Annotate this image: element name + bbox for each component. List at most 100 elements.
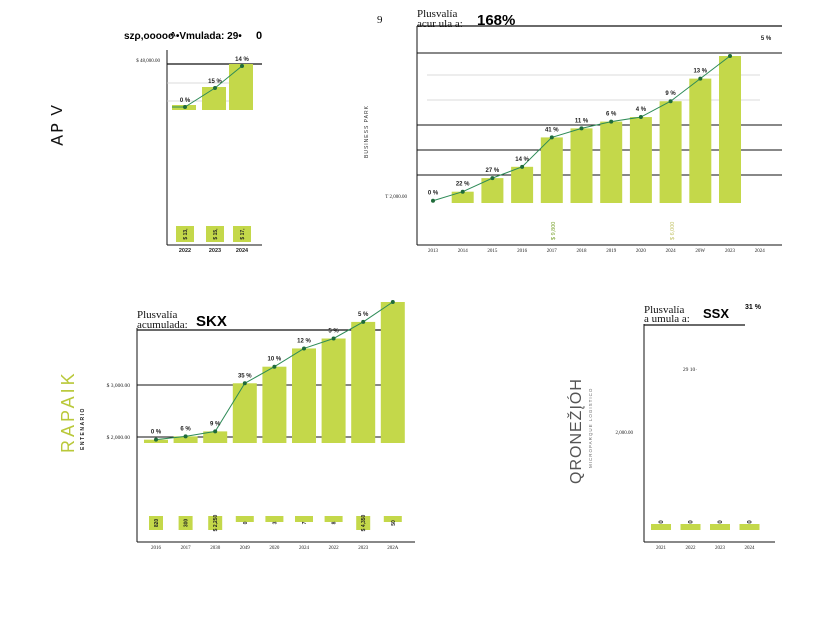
- c3-value-box: [149, 516, 163, 530]
- c2-side-label: $ 6,000: [670, 222, 676, 240]
- c3-dot: [213, 429, 218, 434]
- c4-y-label: 2,000.00: [616, 431, 634, 436]
- c2-pct-label: 0 %: [428, 191, 439, 197]
- c3-x-tick: 2024: [299, 546, 310, 551]
- c1-y-label: $ 48,000.00: [136, 59, 160, 64]
- c3-bar: [292, 348, 316, 443]
- c1-x-tick: 2024: [236, 248, 249, 254]
- c2-pct-label: 27 %: [486, 168, 500, 174]
- c4-bar: [680, 524, 701, 530]
- c1-line: [172, 65, 243, 108]
- c3-x-tick: 2023: [358, 546, 369, 551]
- c2-bar: [481, 178, 504, 203]
- c1-dot: [213, 86, 217, 90]
- c4-x-tick: 2021: [656, 546, 667, 551]
- c2-dot: [460, 189, 465, 194]
- c2-dot: [579, 126, 584, 131]
- c3-value-label: $ 4,350: [361, 514, 367, 531]
- c2-pct-label: 11 %: [575, 118, 589, 124]
- c2-pct-label: 13 %: [693, 69, 707, 75]
- c3-x-tick: 2017: [181, 546, 192, 551]
- c4-value-label: 0: [748, 520, 754, 524]
- c4-bar: [710, 524, 730, 530]
- c3-pct-label: 5 %: [328, 328, 339, 334]
- c3-dot: [361, 319, 366, 324]
- c2-x-tick: 2016: [517, 249, 528, 254]
- c3-dot: [183, 434, 188, 439]
- c3-value-label: 8: [332, 521, 338, 524]
- c3-bar: [351, 321, 376, 443]
- c3-bar: [262, 366, 287, 443]
- c3-dot: [390, 300, 395, 304]
- c2-header-num: 9: [377, 14, 383, 26]
- c3-value-label: 0: [243, 521, 249, 524]
- c2-x-tick: 2018: [577, 249, 588, 254]
- c2-bar: [659, 101, 682, 203]
- c4-header-line1: Plusvalía: [644, 304, 685, 316]
- c2-x-tick: 2024: [755, 249, 766, 254]
- c4-mid-label: 29 10·: [683, 367, 697, 373]
- c2-x-tick: 2019: [606, 249, 617, 254]
- c3-pct-label: 5 %: [358, 312, 369, 318]
- c3-value-label: 7: [302, 521, 308, 524]
- c3-value-label: 820: [154, 519, 160, 528]
- c2-bar: [629, 117, 652, 203]
- c3-pct-label: 6 %: [180, 426, 191, 432]
- c3-x-tick: 2030: [210, 546, 221, 551]
- c2-bar: [511, 166, 534, 203]
- c2-x-tick: 2020: [636, 249, 647, 254]
- c1-header-mid: ^•Vmulada: 29•: [170, 31, 242, 42]
- c3-pct-label: 12 %: [297, 338, 311, 344]
- c2-dot: [698, 76, 703, 81]
- c1-value-label: $ 13,: [183, 228, 189, 240]
- c4-x-tick: 2022: [686, 546, 697, 551]
- c1-value-label: $ 15,: [213, 228, 219, 240]
- c3-x-tick: 2016: [151, 546, 162, 551]
- c3-bar: [203, 431, 228, 443]
- c2-dot: [638, 115, 643, 120]
- c3-value-label: 300: [184, 519, 190, 528]
- c1-value-box: [176, 226, 194, 242]
- c4-header-line2: a umula a:: [644, 313, 690, 325]
- c2-dot: [728, 54, 732, 58]
- c3-value-box: [178, 516, 193, 530]
- c3-value-box: [324, 516, 343, 522]
- c3-pct-label: 35 %: [238, 373, 252, 379]
- c1-x-tick: 2023: [209, 248, 221, 254]
- c3-bar: [232, 383, 257, 443]
- c2-x-tick: 20W: [695, 249, 705, 254]
- c3-x-tick: 202A: [387, 546, 399, 551]
- c3-bar: [173, 436, 198, 443]
- c2-pct-label: 14 %: [515, 157, 529, 163]
- c2-x-tick: 2024: [666, 249, 677, 254]
- c1-header-top: szρ,ooooo: [124, 31, 175, 42]
- c3-dot: [331, 336, 336, 341]
- c3-value-box: [265, 516, 284, 522]
- c3-value-box: [356, 516, 371, 530]
- c3-dot: [242, 381, 247, 386]
- c4-value-label: 0: [689, 520, 695, 524]
- c4-value-label: 0: [718, 520, 724, 524]
- c2-dot: [549, 135, 554, 140]
- c3-pct-label: 0 %: [151, 430, 162, 436]
- c3-dot: [154, 437, 158, 442]
- c1-pct-label: 14 %: [235, 57, 249, 63]
- c2-bar: [600, 121, 623, 203]
- c3-header-line1: Plusvalía: [137, 309, 178, 321]
- c3-value-box: [235, 516, 254, 522]
- c2-x-tick: 2015: [487, 249, 498, 254]
- c3-y-label: $ 2,000.00: [107, 434, 131, 441]
- c4-bar: [651, 524, 671, 530]
- c1-x-tick: 2022: [179, 248, 191, 254]
- c3-value-label: 3: [272, 521, 278, 524]
- c1-dot: [240, 64, 244, 68]
- c2-pct-label: 22 %: [456, 182, 470, 188]
- c4-header-pct: 31 %: [745, 304, 761, 311]
- c1-bar: [202, 87, 226, 110]
- c1-bar: [229, 64, 253, 110]
- c2-pct-label: 5 %: [761, 36, 772, 42]
- c4-bar: [739, 524, 760, 530]
- c3-y-label: $ 3,000.00: [107, 382, 131, 389]
- c3-value-box: [208, 516, 223, 530]
